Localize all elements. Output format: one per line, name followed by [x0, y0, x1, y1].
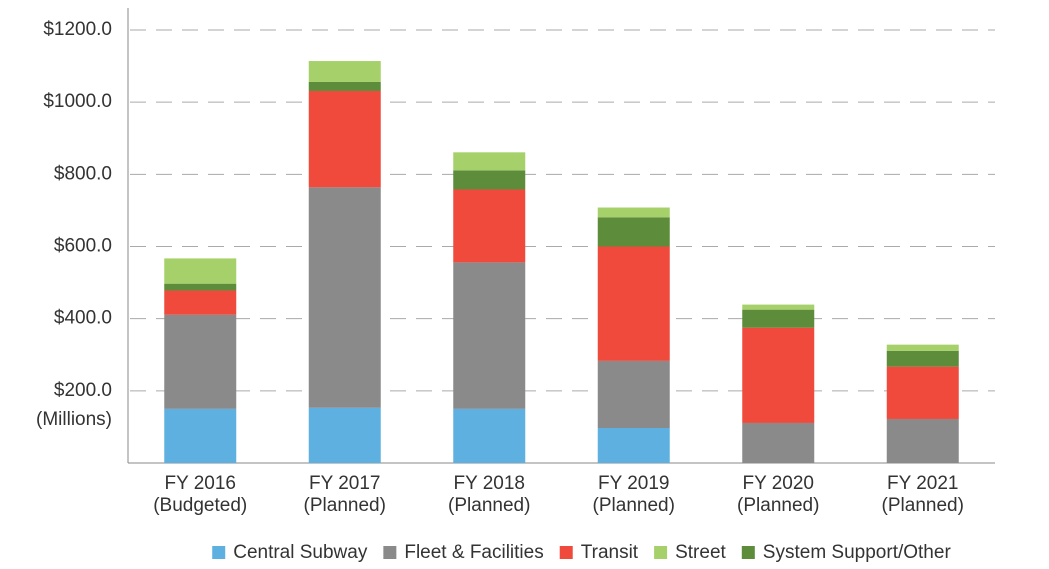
bar-segment [308, 61, 381, 82]
legend-label: System Support/Other [763, 542, 952, 563]
legend-swatch [654, 546, 668, 559]
bar-segment [308, 90, 381, 188]
x-tick-label: FY 2021 [887, 473, 958, 494]
y-tick-label: $1200.0 [43, 19, 112, 40]
bar-segment [308, 187, 381, 408]
legend-swatch [741, 546, 755, 559]
y-tick-label: $400.0 [54, 308, 112, 329]
x-tick-label: FY 2016 [165, 473, 236, 494]
x-tick-label: (Planned) [593, 495, 675, 516]
x-tick-label: (Planned) [882, 495, 964, 516]
bar-segment [453, 262, 526, 409]
y-tick-label: $600.0 [54, 236, 112, 257]
legend-label: Central Subway [233, 542, 368, 563]
bar-segment [742, 422, 815, 463]
y-tick-label: $200.0 [54, 380, 112, 401]
bar-segment [597, 246, 670, 361]
x-tick-label: FY 2017 [309, 473, 380, 494]
bar-segment [742, 304, 815, 310]
legend-swatch [383, 546, 397, 559]
legend-label: Street [675, 542, 726, 563]
legend-label: Fleet & Facilities [404, 542, 543, 563]
bar-segment [597, 207, 670, 218]
bar-segment [886, 418, 959, 463]
bar-segment [886, 366, 959, 419]
bar-segment [886, 350, 959, 367]
bar-segment [453, 152, 526, 171]
bar-segment [164, 290, 237, 315]
x-tick-label: (Planned) [737, 495, 819, 516]
bar-segment [164, 408, 237, 463]
bar-segment [164, 258, 237, 284]
y-tick-label: $800.0 [54, 163, 112, 184]
bar-segment [164, 314, 237, 409]
x-tick-label: (Planned) [304, 495, 386, 516]
bar-segment [597, 217, 670, 247]
legend-swatch [212, 546, 226, 559]
bar-segment [742, 309, 815, 328]
bar-segment [742, 327, 815, 423]
bar-segment [453, 170, 526, 190]
bar-segment [597, 427, 670, 463]
bar-segment [308, 81, 381, 91]
bar-segment [164, 283, 237, 291]
bar-segment [453, 408, 526, 463]
y-axis-label: (Millions) [36, 409, 112, 430]
x-tick-label: FY 2018 [454, 473, 525, 494]
x-tick-label: FY 2019 [598, 473, 669, 494]
bar-segment [453, 189, 526, 263]
x-tick-label: FY 2020 [743, 473, 814, 494]
x-tick-label: (Budgeted) [153, 495, 247, 516]
bar-segment [308, 407, 381, 463]
legend-swatch [559, 546, 573, 559]
legend-label: Transit [581, 542, 639, 563]
x-tick-label: (Planned) [448, 495, 530, 516]
bar-segment [597, 360, 670, 428]
y-tick-label: $1000.0 [43, 91, 112, 112]
bar-segment [886, 344, 959, 351]
